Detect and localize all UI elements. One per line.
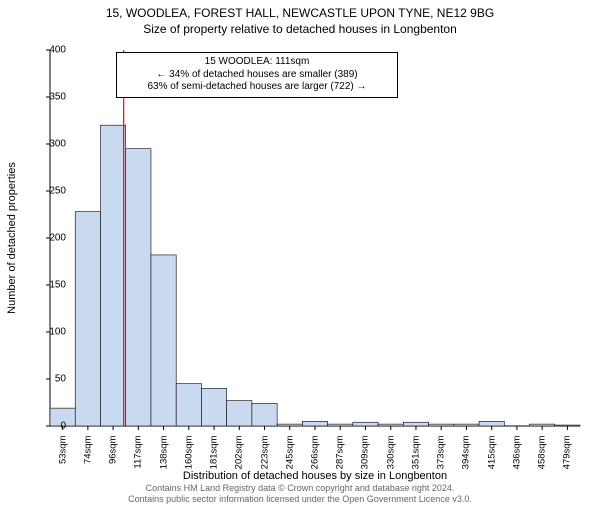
x-tick-label: 245sqm bbox=[284, 436, 295, 476]
x-tick-label: 181sqm bbox=[209, 436, 220, 476]
footer-line2: Contains public sector information licen… bbox=[0, 494, 600, 504]
x-tick-label: 351sqm bbox=[410, 436, 421, 476]
annotation-line1: 15 WOODLEA: 111sqm bbox=[123, 56, 391, 69]
x-tick-label: 479sqm bbox=[562, 436, 573, 476]
footer-attribution: Contains HM Land Registry data © Crown c… bbox=[0, 483, 600, 504]
x-tick-label: 96sqm bbox=[108, 436, 119, 476]
chart-plot-area: 15 WOODLEA: 111sqm ← 34% of detached hou… bbox=[50, 50, 580, 426]
x-tick-label: 223sqm bbox=[259, 436, 270, 476]
y-tick-label: 200 bbox=[26, 233, 66, 244]
x-tick-label: 117sqm bbox=[133, 436, 144, 476]
x-tick-label: 287sqm bbox=[335, 436, 346, 476]
y-tick-label: 250 bbox=[26, 186, 66, 197]
annotation-line2: ← 34% of detached houses are smaller (38… bbox=[123, 69, 391, 82]
x-tick-label: 394sqm bbox=[461, 436, 472, 476]
y-tick-label: 400 bbox=[26, 45, 66, 56]
x-tick-label: 138sqm bbox=[158, 436, 169, 476]
y-tick-label: 100 bbox=[26, 327, 66, 338]
y-tick-label: 0 bbox=[26, 421, 66, 432]
x-tick-label: 160sqm bbox=[183, 436, 194, 476]
x-tick-label: 373sqm bbox=[436, 436, 447, 476]
x-tick-label: 202sqm bbox=[234, 436, 245, 476]
x-tick-label: 415sqm bbox=[486, 436, 497, 476]
x-tick-label: 330sqm bbox=[385, 436, 396, 476]
histogram-svg bbox=[50, 50, 580, 426]
y-tick-label: 300 bbox=[26, 139, 66, 150]
x-tick-label: 458sqm bbox=[537, 436, 548, 476]
chart-title-address: 15, WOODLEA, FOREST HALL, NEWCASTLE UPON… bbox=[0, 6, 600, 20]
x-tick-label: 74sqm bbox=[82, 436, 93, 476]
annotation-line3: 63% of semi-detached houses are larger (… bbox=[123, 81, 391, 94]
chart-subtitle: Size of property relative to detached ho… bbox=[0, 22, 600, 36]
x-tick-label: 53sqm bbox=[57, 436, 68, 476]
y-tick-label: 350 bbox=[26, 92, 66, 103]
annotation-box: 15 WOODLEA: 111sqm ← 34% of detached hou… bbox=[116, 52, 398, 98]
x-tick-label: 436sqm bbox=[511, 436, 522, 476]
y-tick-label: 50 bbox=[26, 374, 66, 385]
y-tick-label: 150 bbox=[26, 280, 66, 291]
x-tick-label: 266sqm bbox=[310, 436, 321, 476]
y-axis-label: Number of detached properties bbox=[6, 50, 22, 426]
footer-line1: Contains HM Land Registry data © Crown c… bbox=[0, 483, 600, 493]
x-tick-label: 309sqm bbox=[360, 436, 371, 476]
